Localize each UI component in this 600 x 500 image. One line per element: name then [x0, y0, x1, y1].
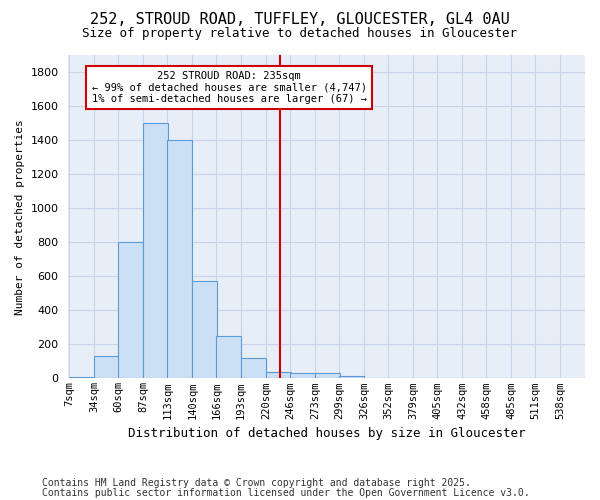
- Text: 252 STROUD ROAD: 235sqm
← 99% of detached houses are smaller (4,747)
1% of semi-: 252 STROUD ROAD: 235sqm ← 99% of detache…: [92, 70, 367, 104]
- Text: Size of property relative to detached houses in Gloucester: Size of property relative to detached ho…: [83, 28, 517, 40]
- Bar: [266, 372, 291, 378]
- Bar: [315, 374, 340, 378]
- Bar: [290, 374, 315, 378]
- Bar: [118, 242, 143, 378]
- Bar: [339, 376, 364, 378]
- Bar: [94, 356, 119, 378]
- Y-axis label: Number of detached properties: Number of detached properties: [15, 119, 25, 314]
- Bar: [70, 376, 94, 378]
- Bar: [192, 280, 217, 378]
- X-axis label: Distribution of detached houses by size in Gloucester: Distribution of detached houses by size …: [128, 427, 526, 440]
- Bar: [216, 336, 241, 378]
- Text: Contains public sector information licensed under the Open Government Licence v3: Contains public sector information licen…: [42, 488, 530, 498]
- Bar: [241, 358, 266, 378]
- Bar: [143, 123, 168, 378]
- Text: 252, STROUD ROAD, TUFFLEY, GLOUCESTER, GL4 0AU: 252, STROUD ROAD, TUFFLEY, GLOUCESTER, G…: [90, 12, 510, 28]
- Text: Contains HM Land Registry data © Crown copyright and database right 2025.: Contains HM Land Registry data © Crown c…: [42, 478, 471, 488]
- Bar: [167, 140, 192, 378]
